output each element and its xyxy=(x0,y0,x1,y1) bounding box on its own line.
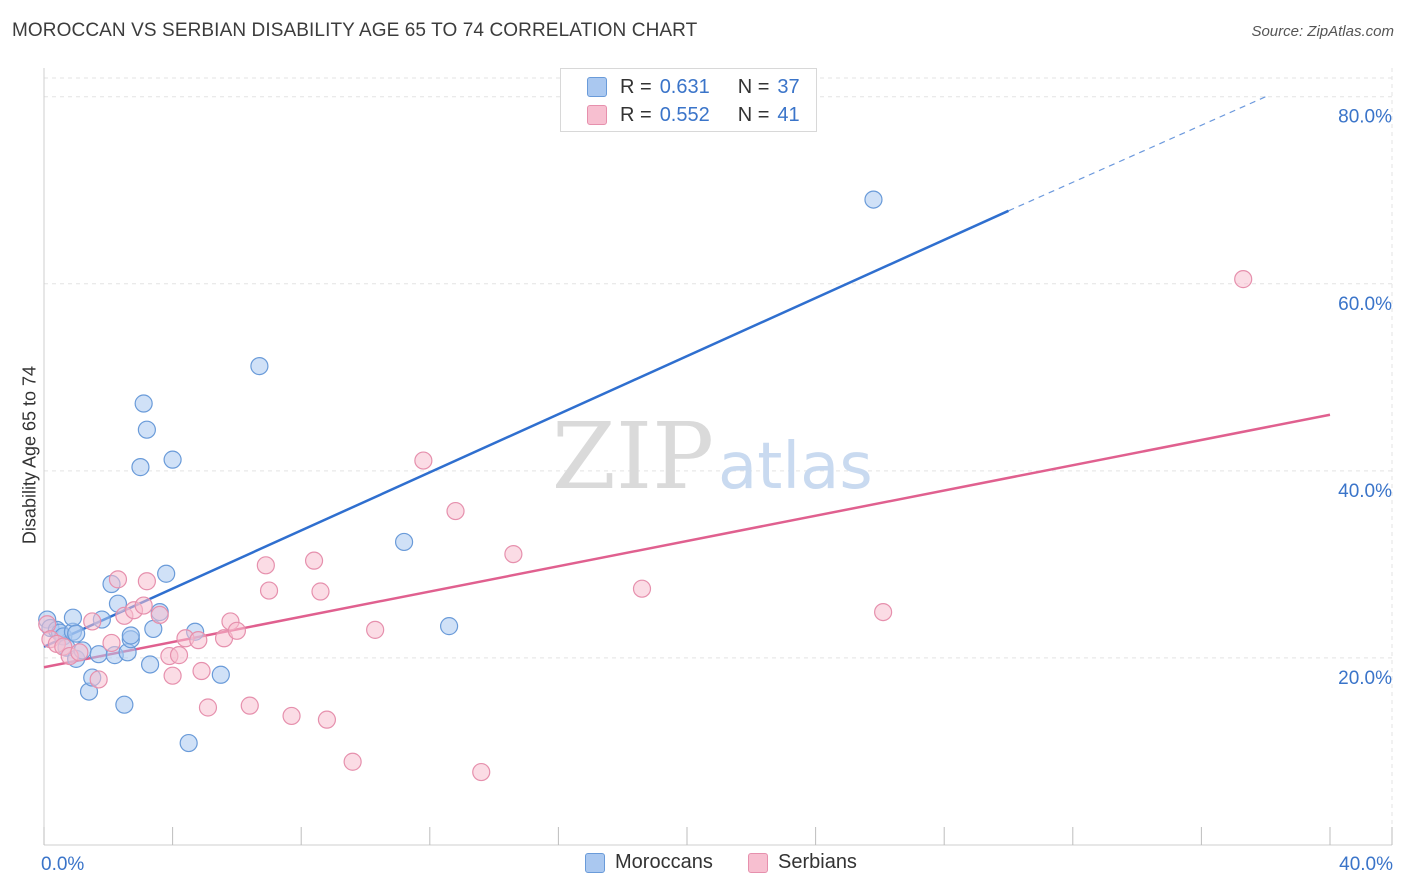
serbians-point xyxy=(134,596,153,615)
moroccans-point xyxy=(394,532,414,552)
chart-title: MOROCCAN VS SERBIAN DISABILITY AGE 65 TO… xyxy=(12,20,698,41)
source-label: Source: ZipAtlas.com xyxy=(1251,23,1394,40)
moroccans-point xyxy=(63,608,83,627)
watermark: ZIP atlas xyxy=(552,403,873,510)
grid-lines xyxy=(44,68,1393,845)
serbians-point xyxy=(446,501,465,521)
moroccans-swatch xyxy=(587,77,607,97)
serbians-point xyxy=(192,661,211,681)
moroccans-r-value: 0.631 xyxy=(659,75,710,98)
serbians-n-label: N = xyxy=(737,103,770,126)
serbians-point xyxy=(366,620,385,639)
serbians-point xyxy=(304,551,324,570)
serbians-point xyxy=(632,579,652,598)
moroccans-n-label: N = xyxy=(737,75,770,98)
moroccans-point xyxy=(250,356,269,376)
legend-item-moroccans: Moroccans xyxy=(585,851,713,874)
serbians-point xyxy=(414,451,433,470)
moroccans-point xyxy=(121,626,140,645)
legend-row-moroccans: R = 0.631 N = 37 xyxy=(587,75,800,99)
moroccans-point xyxy=(137,420,156,439)
serbians-point xyxy=(504,545,523,564)
x-tick-label: 0.0% xyxy=(41,854,84,875)
moroccans-trend-line xyxy=(43,209,1010,648)
serbians-point xyxy=(343,752,362,771)
legend-item-serbians: Serbians xyxy=(748,851,857,874)
moroccans-point xyxy=(179,733,198,753)
serbians-trend-line xyxy=(43,413,1331,669)
y-tick-label: 60.0% xyxy=(1338,294,1392,315)
serbians-point xyxy=(38,615,57,634)
serbians-point xyxy=(198,698,218,717)
serbians-point xyxy=(311,582,330,601)
serbians-point xyxy=(874,602,893,622)
moroccans-point xyxy=(157,564,176,583)
moroccans-legend-label: Moroccans xyxy=(615,851,713,873)
moroccans-point xyxy=(140,655,160,674)
serbians-point xyxy=(259,581,279,600)
serbians-point xyxy=(102,633,121,653)
y-tick-label: 40.0% xyxy=(1338,481,1392,502)
data-points xyxy=(38,190,1253,782)
moroccans-point xyxy=(115,695,134,714)
tick-labels: 20.0% 40.0% 60.0% 80.0% 0.0% 40.0% xyxy=(41,107,1393,875)
serbians-point xyxy=(108,570,128,589)
serbians-swatch xyxy=(587,105,607,125)
moroccans-r-label: R = xyxy=(620,75,652,98)
serbians-point xyxy=(70,643,89,662)
serbians-r-value: 0.552 xyxy=(659,103,710,126)
moroccans-trend-extension xyxy=(1008,96,1266,212)
serbians-point xyxy=(282,706,301,726)
moroccans-point xyxy=(439,617,459,636)
serbians-point xyxy=(317,710,337,729)
serbians-r-label: R = xyxy=(620,103,652,126)
stats-legend: R = 0.631 N = 37 R = 0.552 N = 41 xyxy=(560,68,817,132)
moroccans-point xyxy=(163,450,182,469)
serbians-point xyxy=(89,670,108,689)
serbians-point xyxy=(163,666,182,685)
serbians-point xyxy=(169,646,189,665)
serbians-legend-swatch xyxy=(748,852,768,873)
moroccans-point xyxy=(131,458,150,477)
serbians-point xyxy=(1234,270,1253,289)
serbians-point xyxy=(189,631,208,650)
trend-lines xyxy=(43,96,1331,669)
serbians-point xyxy=(227,621,246,640)
serbians-legend-label: Serbians xyxy=(778,851,857,873)
serbians-point xyxy=(472,762,491,782)
serbians-point xyxy=(137,572,156,591)
moroccans-point xyxy=(67,624,86,643)
moroccans-point xyxy=(864,190,883,209)
serbians-n-value: 41 xyxy=(777,103,800,126)
serbians-point xyxy=(256,556,275,575)
watermark-zip: ZIP xyxy=(552,403,714,510)
y-axis-label: Disability Age 65 to 74 xyxy=(19,365,40,545)
axes xyxy=(43,68,1393,846)
moroccans-point xyxy=(211,665,230,684)
legend-row-serbians: R = 0.552 N = 41 xyxy=(587,103,800,127)
moroccans-legend-swatch xyxy=(585,852,605,873)
y-tick-label: 20.0% xyxy=(1338,668,1392,689)
watermark-atlas: atlas xyxy=(718,430,873,504)
serbians-point xyxy=(83,612,102,631)
y-tick-label: 80.0% xyxy=(1338,107,1392,128)
moroccans-n-value: 37 xyxy=(777,75,800,98)
serbians-point xyxy=(240,696,259,715)
x-tick-label: 40.0% xyxy=(1339,854,1393,875)
serbians-point xyxy=(150,605,169,625)
moroccans-point xyxy=(134,394,153,413)
